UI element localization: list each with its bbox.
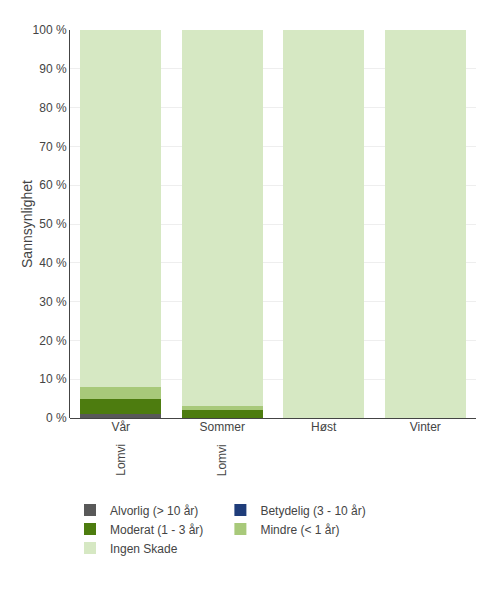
svg-text:90 %: 90 % — [39, 62, 67, 76]
svg-text:Alvorlig (> 10 år): Alvorlig (> 10 år) — [110, 504, 198, 518]
svg-text:50 %: 50 % — [39, 217, 67, 231]
svg-text:Sommer: Sommer — [200, 420, 245, 434]
svg-text:10 %: 10 % — [39, 372, 67, 386]
svg-text:60 %: 60 % — [39, 178, 67, 192]
svg-text:Høst: Høst — [311, 420, 337, 434]
svg-text:Mindre (< 1 år): Mindre (< 1 år) — [260, 523, 339, 537]
svg-text:0 %: 0 % — [46, 411, 67, 425]
svg-text:Lomvi: Lomvi — [114, 444, 128, 476]
svg-text:Ingen Skade: Ingen Skade — [110, 542, 178, 556]
svg-text:Moderat (1 - 3 år): Moderat (1 - 3 år) — [110, 523, 203, 537]
svg-text:20 %: 20 % — [39, 334, 67, 348]
svg-text:70 %: 70 % — [39, 140, 67, 154]
svg-text:Sannsynlighet: Sannsynlighet — [19, 180, 35, 268]
svg-text:80 %: 80 % — [39, 101, 67, 115]
svg-text:Betydelig (3 - 10 år): Betydelig (3 - 10 år) — [260, 504, 365, 518]
svg-text:100 %: 100 % — [33, 23, 67, 37]
svg-text:40 %: 40 % — [39, 256, 67, 270]
svg-text:30 %: 30 % — [39, 295, 67, 309]
svg-text:Vår: Vår — [111, 420, 130, 434]
svg-text:Lomvi: Lomvi — [215, 444, 229, 476]
svg-text:Vinter: Vinter — [410, 420, 441, 434]
